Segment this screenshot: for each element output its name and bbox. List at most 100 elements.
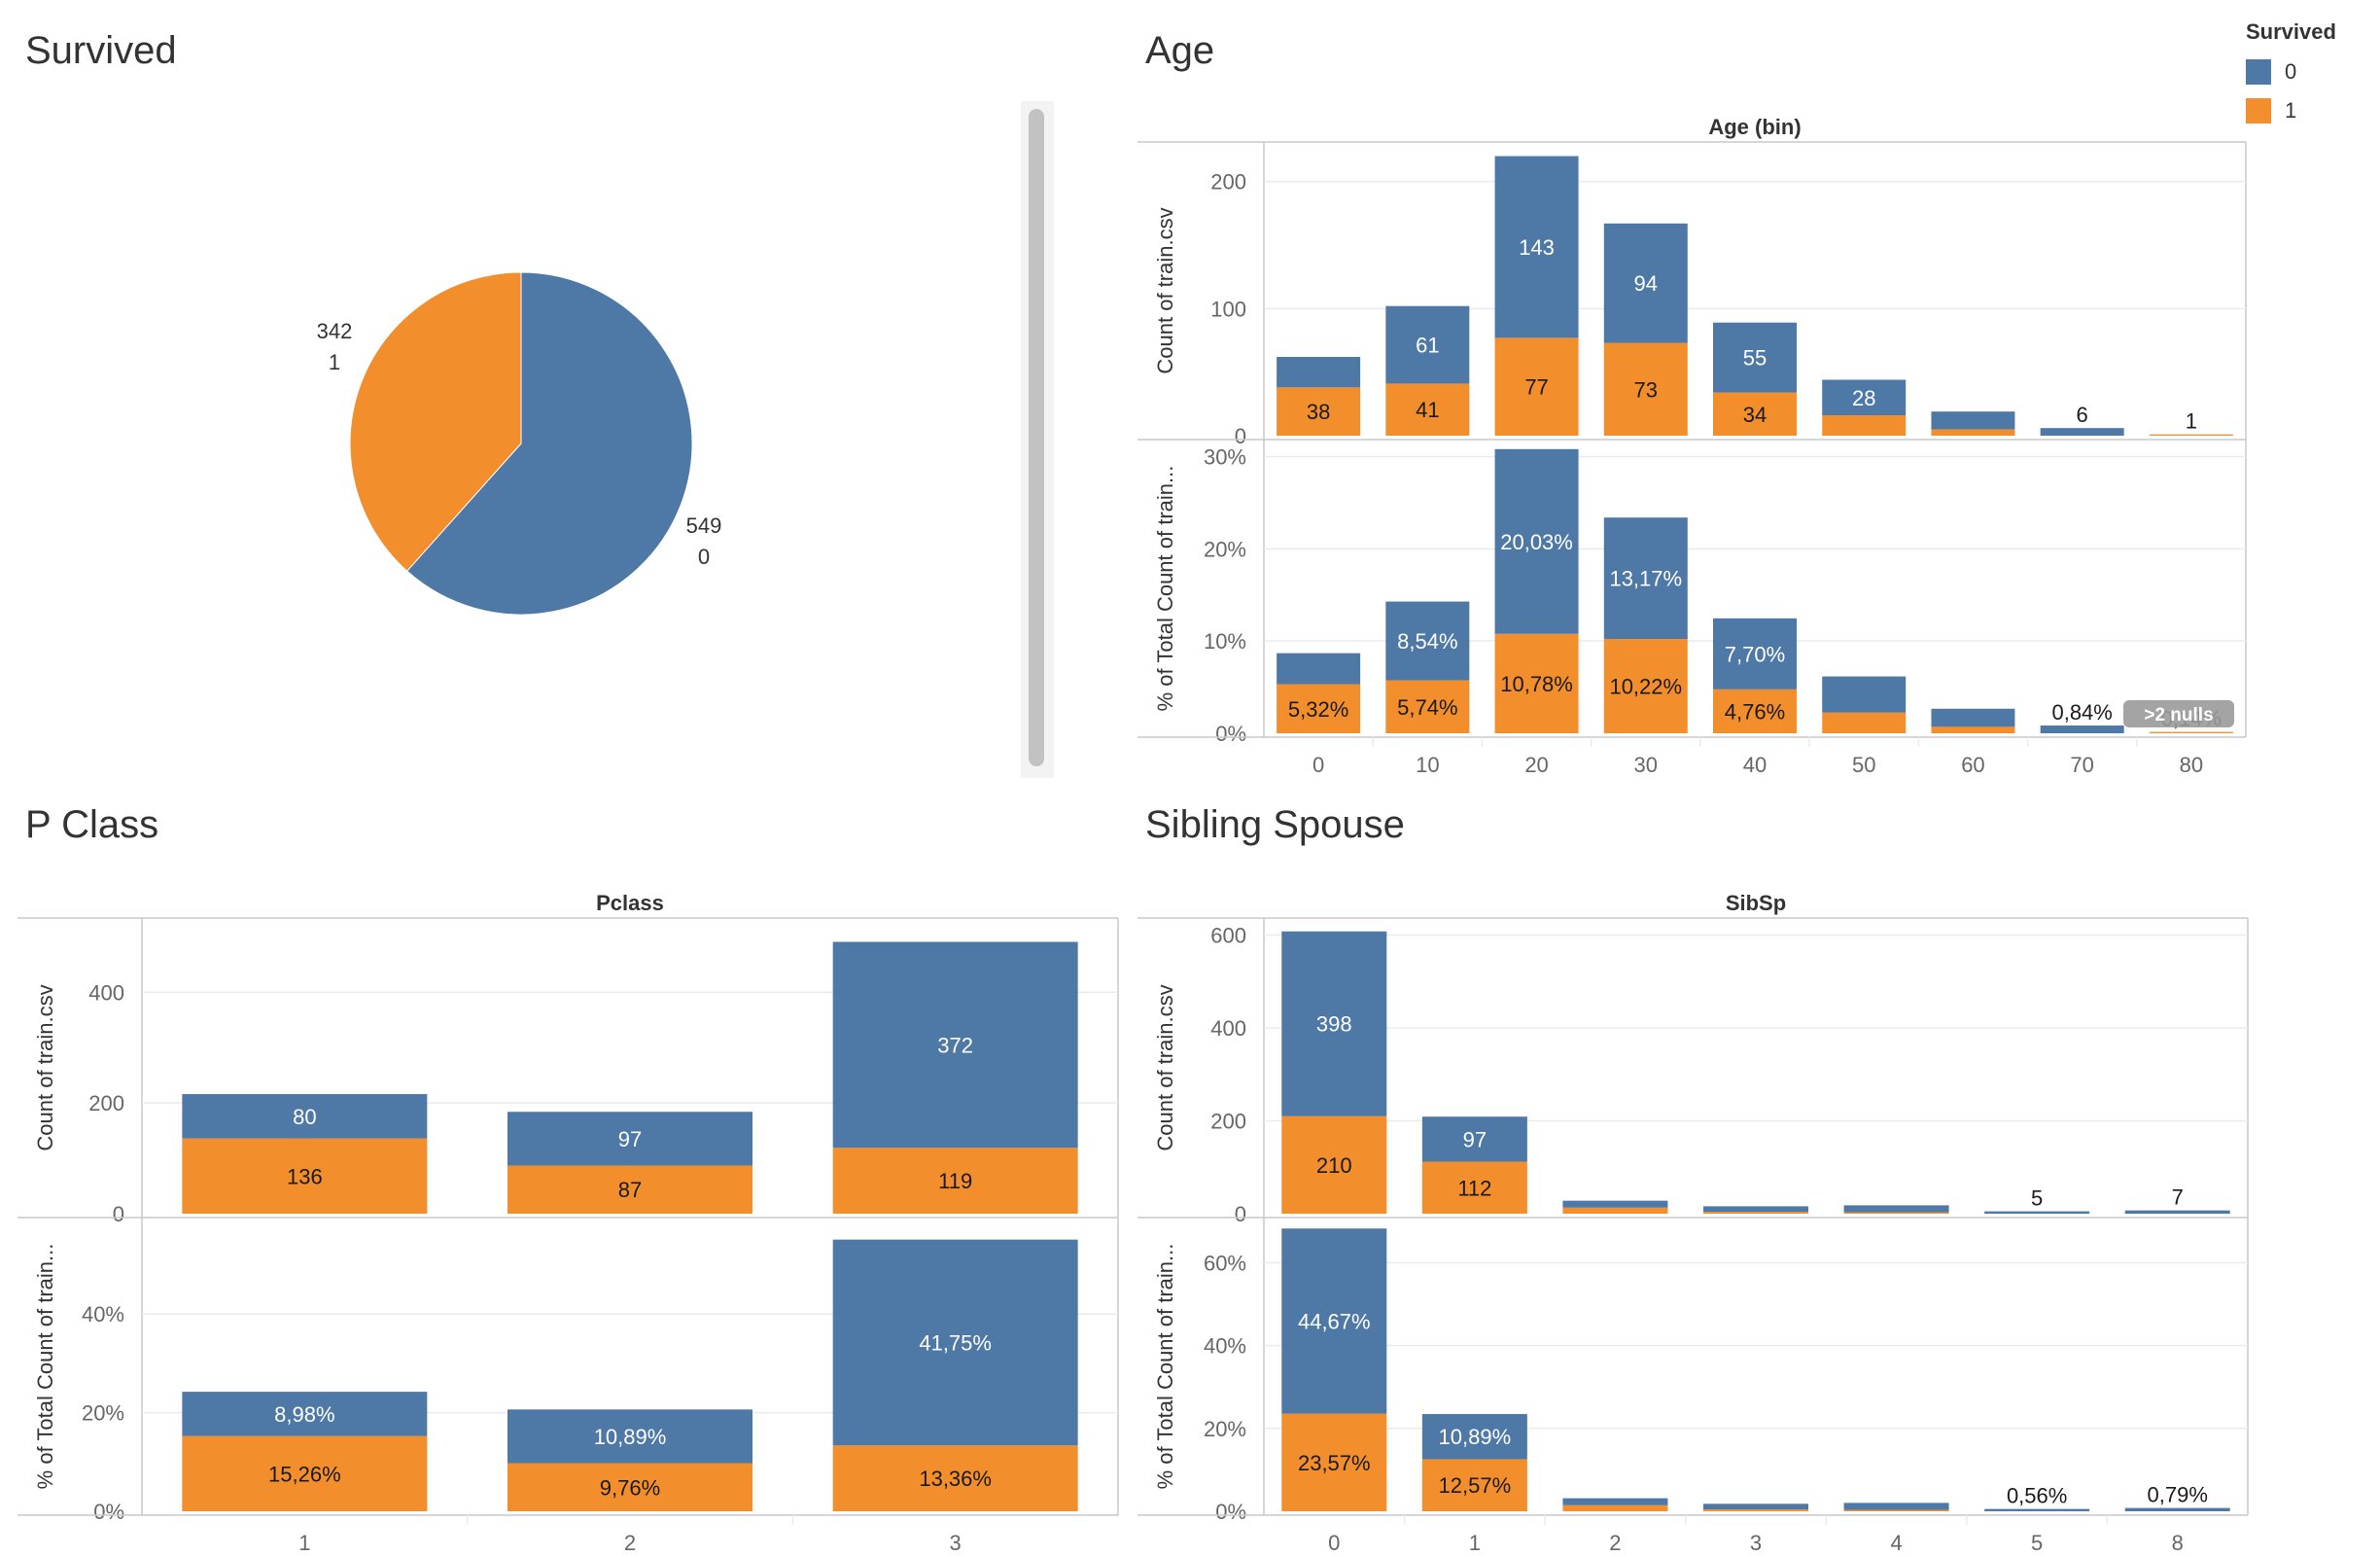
age-bar-0-s1 (1277, 387, 1361, 436)
age-bar-label-20-s0: 143 (1519, 235, 1555, 260)
pclass-y-tick-label: 0 (113, 1202, 124, 1226)
age-bar-label-30-s0: 13,17% (1609, 567, 1682, 591)
pie-value-label-1: 342 (317, 319, 353, 343)
nulls-badge-bg (2123, 700, 2234, 727)
sibsp-title: Sibling Spouse (1145, 803, 1405, 846)
sibsp-bar-1-s1 (1421, 1161, 1527, 1214)
sibsp-bar-8-s0 (2124, 1507, 2230, 1511)
pclass-bar-label-1-s0: 8,98% (274, 1402, 334, 1427)
sibsp-bar-0-s0 (1281, 1228, 1387, 1414)
pclass-y-tick-label: 0% (93, 1500, 124, 1524)
age-bar-label-10-s0: 8,54% (1397, 629, 1457, 654)
pclass-x-tick-label: 1 (298, 1531, 310, 1555)
age-panel-1: 0% 10% 20% 30% % of Total Count of train... 5… (1138, 444, 2246, 746)
pclass-bar-label-1-s1: 15,26% (268, 1462, 341, 1486)
age-y-tick-label: 20% (1204, 537, 1246, 561)
age-bar-30-s0 (1603, 223, 1688, 343)
pclass-y-tick-label: 20% (82, 1401, 124, 1426)
pclass-y-axis-title: Count of train.csv (33, 984, 57, 1150)
pclass-bar-label-2-s1: 87 (618, 1178, 642, 1202)
age-bar-70-s0 (2040, 428, 2124, 436)
age-x-tick-label: 40 (1743, 753, 1767, 777)
sibsp-bar-label-0-s1: 23,57% (1298, 1451, 1371, 1475)
sibsp-y-tick-label: 600 (1210, 924, 1246, 948)
age-bar-label-20-s1: 10,78% (1500, 672, 1573, 696)
pclass-panel-0: 0 200 400 Count of train.csv 136 80 87 97 119 372 (18, 941, 1118, 1226)
legend-swatch-1 (2246, 98, 2271, 124)
age-bar-label-0-s1: 5,32% (1288, 697, 1348, 722)
age-x-tick-label: 10 (1416, 753, 1439, 777)
sibsp-y-tick-label: 200 (1210, 1110, 1246, 1134)
sibsp-bar-4-s0 (1843, 1205, 1949, 1213)
sibsp-bar-label-1-s1: 112 (1457, 1176, 1491, 1200)
pclass-panel-1: 0% 20% 40% % of Total Count of train... 15,2… (18, 1239, 1118, 1524)
age-bar-label-0-s1: 38 (1307, 400, 1330, 424)
pie-category-label-0: 0 (698, 545, 710, 569)
age-bar-40-s0 (1713, 618, 1797, 690)
pclass-header: Pclass (596, 891, 664, 915)
sibsp-y-tick-label: 60% (1204, 1251, 1246, 1275)
age-bar-10-s0 (1385, 305, 1470, 384)
age-outside-label-70: 6 (2077, 403, 2088, 427)
sibsp-bar-label-0-s0: 44,67% (1298, 1309, 1371, 1333)
sibsp-y-tick-label: 40% (1204, 1334, 1246, 1359)
age-y-axis-title: % of Total Count of train... (1153, 466, 1177, 712)
vertical-scrollbar[interactable] (1021, 101, 1054, 778)
age-x-tick-label: 0 (1312, 753, 1324, 777)
pie-value-label-0: 549 (686, 513, 722, 538)
age-bar-60-s0 (1931, 708, 2015, 727)
age-bar-50-s0 (1822, 676, 1907, 713)
sibsp-x-tick-label: 8 (2172, 1531, 2184, 1555)
age-bar-60-s1 (1931, 429, 2015, 436)
age-bar-label-20-s0: 20,03% (1500, 530, 1573, 554)
age-y-tick-label: 0 (1235, 424, 1246, 448)
age-bar-10-s0 (1385, 601, 1470, 681)
sibsp-bar-label-0-s1: 210 (1316, 1153, 1352, 1178)
sibsp-x-tick-label: 4 (1890, 1531, 1902, 1555)
sibsp-bar-8-s0 (2124, 1210, 2230, 1214)
age-bar-20-s0 (1494, 156, 1579, 338)
legend-item-1[interactable]: 1 (2246, 91, 2372, 130)
sibsp-y-axis-title: Count of train.csv (1153, 984, 1177, 1150)
age-bar-label-40-s1: 4,76% (1725, 699, 1785, 724)
pclass-bar-label-1-s1: 136 (287, 1164, 323, 1188)
age-y-tick-label: 200 (1210, 170, 1246, 194)
age-outside-label-80: 1 (2186, 409, 2197, 434)
age-y-axis-title: Count of train.csv (1153, 207, 1177, 373)
sibsp-x-tick-label: 1 (1469, 1531, 1481, 1555)
sibsp-y-axis-title: % of Total Count of train... (1153, 1244, 1177, 1490)
pclass-bar-1-s1 (182, 1435, 428, 1511)
pclass-y-tick-label: 400 (88, 980, 124, 1005)
pclass-bar-3-s1 (832, 1148, 1078, 1214)
age-y-tick-label: 0% (1215, 722, 1246, 746)
sibsp-y-tick-label: 0% (1215, 1500, 1246, 1524)
legend-item-0[interactable]: 0 (2246, 53, 2372, 91)
age-bar-30-s1 (1603, 342, 1688, 436)
sibsp-bar-label-1-s0: 97 (1463, 1127, 1487, 1151)
pclass-bar-2-s0 (508, 1409, 752, 1464)
age-bar-50-s0 (1822, 379, 1907, 416)
pclass-bar-label-2-s1: 9,76% (600, 1475, 660, 1500)
pclass-bar-label-3-s1: 13,36% (919, 1467, 992, 1491)
pclass-chart: Pclass 0 200 400 Count of train.csv 136 80 87 97… (18, 891, 1119, 1555)
sibsp-outside-label-8: 7 (2172, 1185, 2184, 1210)
sibsp-bar-1-s1 (1421, 1459, 1527, 1511)
sibsp-bar-3-s1 (1703, 1212, 1808, 1214)
pclass-bar-label-2-s0: 97 (618, 1127, 642, 1151)
sibsp-bar-2-s0 (1562, 1200, 1668, 1208)
sibsp-x-tick-label: 5 (2031, 1531, 2043, 1555)
age-y-tick-label: 10% (1204, 629, 1246, 654)
sibsp-bar-2-s1 (1562, 1207, 1668, 1214)
pclass-bar-3-s0 (832, 1239, 1078, 1446)
pclass-bar-2-s1 (508, 1165, 752, 1214)
pie-slice-0 (405, 271, 693, 616)
sibsp-bar-0-s0 (1281, 931, 1387, 1116)
scrollbar-thumb[interactable] (1029, 109, 1044, 766)
age-title: Age (1145, 29, 1215, 72)
sibsp-y-tick-label: 20% (1204, 1417, 1246, 1441)
age-x-tick-label: 20 (1524, 753, 1548, 777)
sibsp-header: SibSp (1726, 891, 1786, 915)
